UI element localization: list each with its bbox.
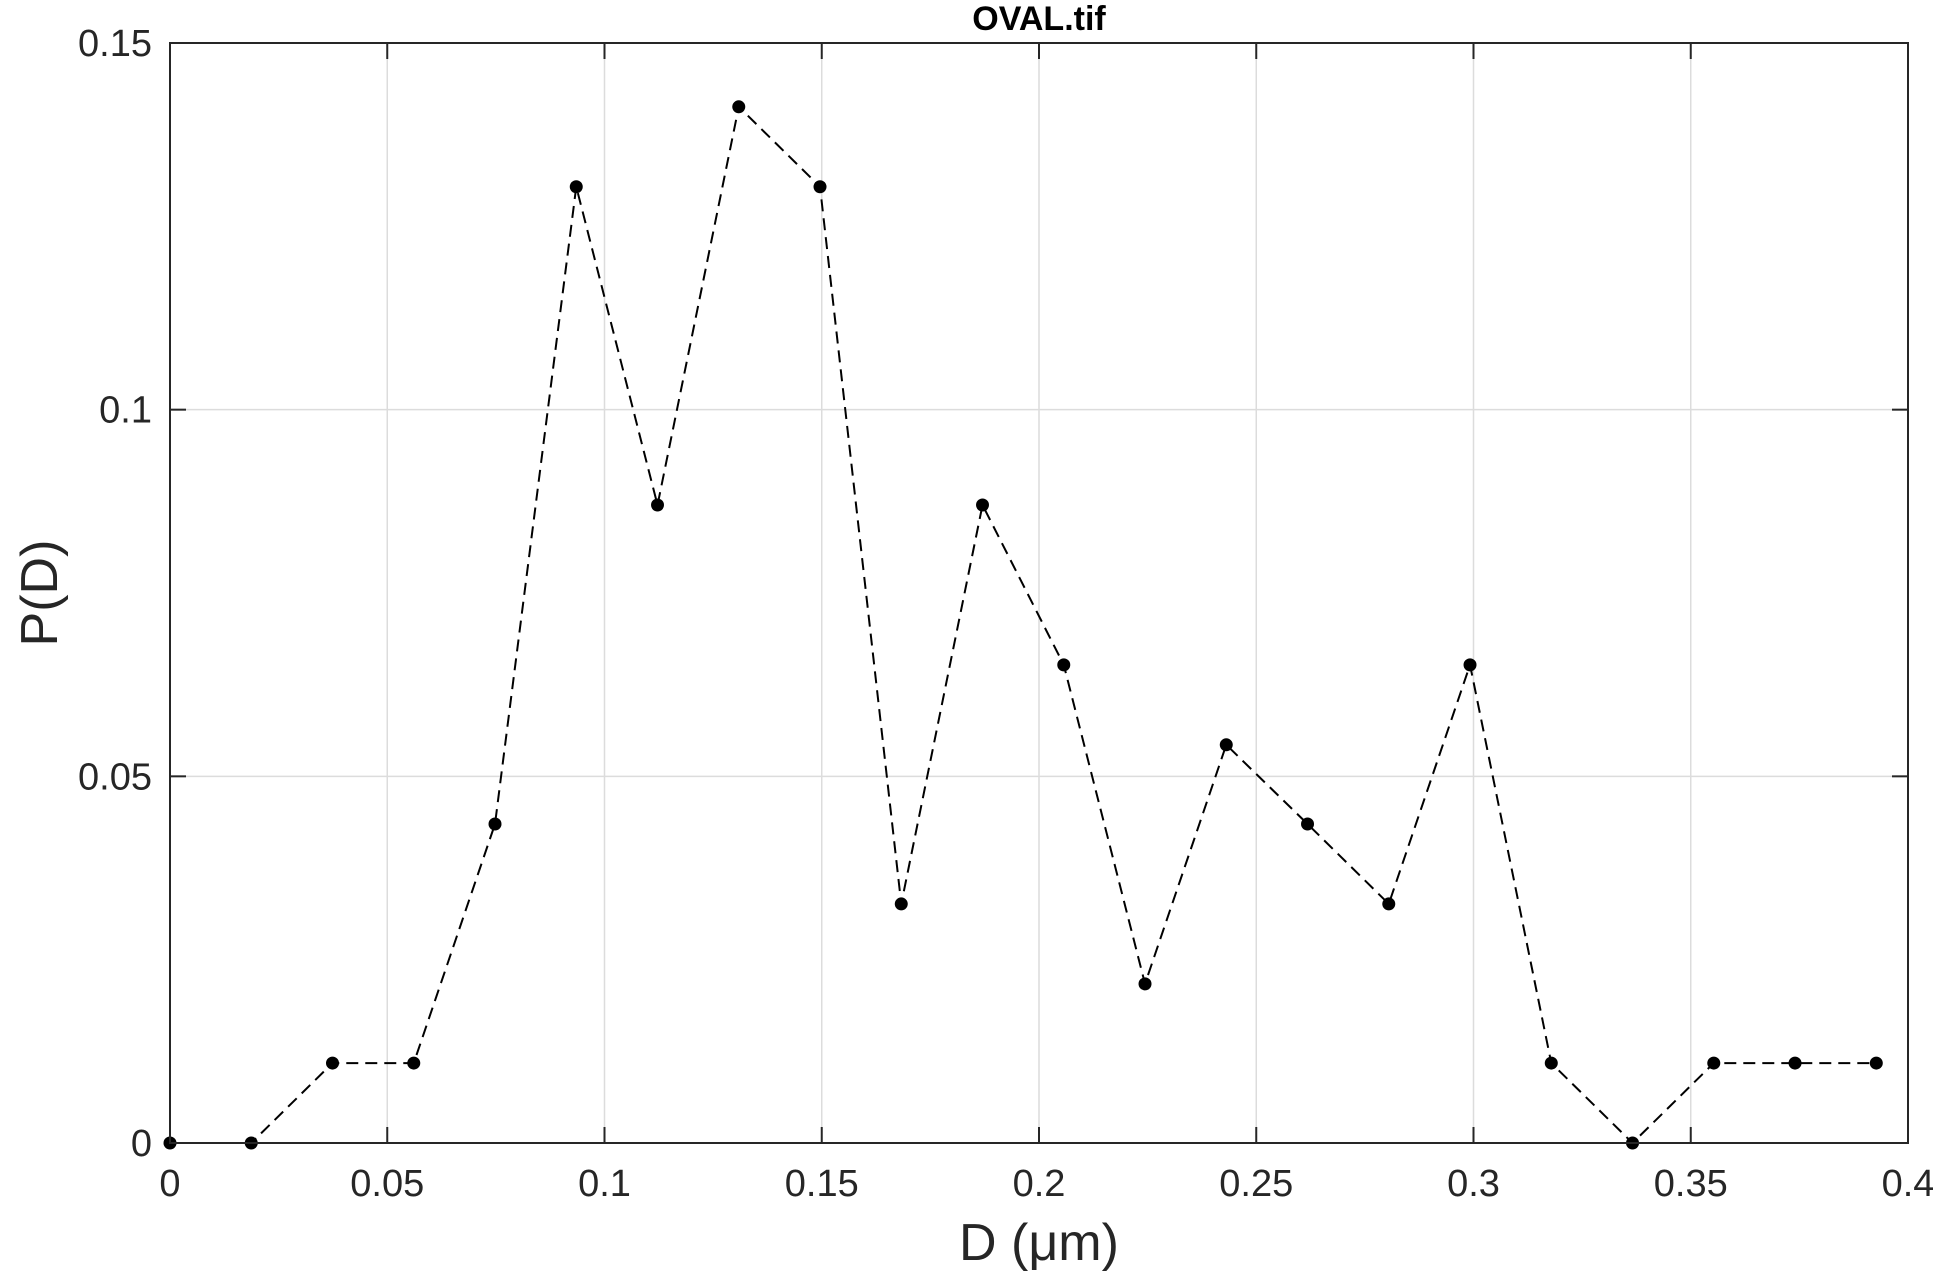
data-point	[1707, 1056, 1721, 1070]
x-axis-label: D (μm)	[959, 1214, 1119, 1272]
x-tick-label: 0.05	[350, 1163, 424, 1205]
data-point	[326, 1056, 340, 1070]
data-point	[1869, 1056, 1883, 1070]
data-point	[894, 897, 908, 911]
y-tick-label: 0.1	[99, 390, 152, 432]
x-tick-label: 0	[159, 1163, 180, 1205]
data-point	[1544, 1056, 1558, 1070]
y-tick-label: 0.05	[78, 756, 152, 798]
data-point	[569, 180, 583, 194]
data-point	[1138, 977, 1152, 991]
data-point	[1788, 1056, 1802, 1070]
series-layer	[163, 100, 1883, 1150]
y-axis-label: P(D)	[11, 540, 69, 647]
data-point	[1382, 897, 1396, 911]
data-point	[1219, 738, 1233, 752]
y-tick-label: 0.15	[78, 23, 152, 65]
data-point	[488, 817, 502, 831]
grid-lines	[169, 42, 1909, 1144]
x-tick-label: 0.3	[1447, 1163, 1500, 1205]
x-tick-label: 0.2	[1013, 1163, 1066, 1205]
data-point	[732, 100, 746, 114]
y-tick-labels: 0 0.05 0.1 0.15	[78, 23, 152, 1165]
x-tick-label: 0.4	[1882, 1163, 1933, 1205]
data-point	[407, 1056, 421, 1070]
data-point	[1301, 817, 1315, 831]
data-point	[1463, 658, 1477, 672]
data-point	[651, 498, 665, 512]
data-point	[813, 180, 827, 194]
data-point	[976, 498, 990, 512]
x-tick-label: 0.1	[578, 1163, 631, 1205]
y-tick-label: 0	[131, 1123, 152, 1165]
x-tick-label: 0.25	[1219, 1163, 1293, 1205]
tick-marks	[169, 42, 1909, 1144]
x-tick-labels: 0 0.05 0.1 0.15 0.2 0.25 0.3 0.35 0.4	[159, 1163, 1933, 1205]
chart-title: OVAL.tif	[972, 0, 1106, 38]
data-point	[1057, 658, 1071, 672]
series-line	[170, 104, 1877, 1145]
x-tick-label: 0.35	[1654, 1163, 1728, 1205]
x-tick-label: 0.15	[785, 1163, 859, 1205]
